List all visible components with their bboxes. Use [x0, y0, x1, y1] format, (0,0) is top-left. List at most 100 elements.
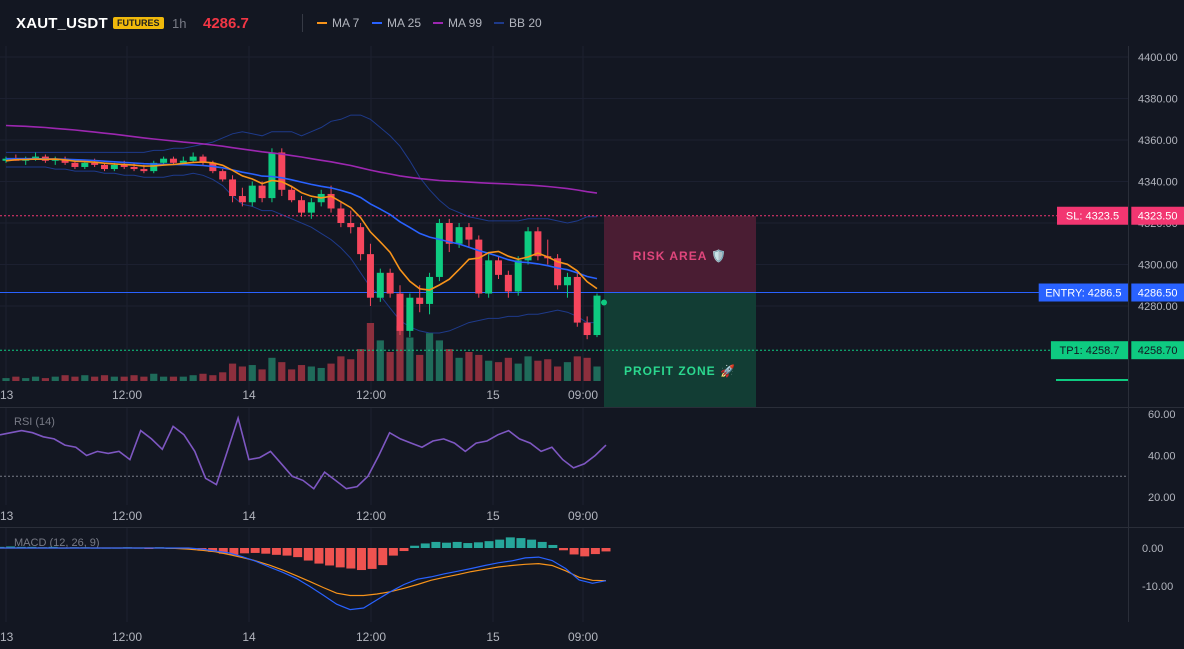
candle-body: [2, 158, 10, 161]
risk-area-zone: [604, 216, 756, 293]
volume-bar: [100, 375, 109, 381]
candle-body: [268, 152, 276, 199]
macd-histogram-bar: [388, 548, 398, 556]
x-tick-label: 13: [0, 388, 14, 402]
sl-price-label: 4323.50: [1138, 211, 1178, 223]
entry-price-label-bg: [1131, 283, 1184, 302]
tp1-price-label-bg: [1131, 341, 1184, 360]
candle-body: [130, 166, 138, 170]
legend-ma25[interactable]: MA 25: [372, 16, 421, 30]
x-tick-label: 12:00: [356, 630, 386, 644]
macd-histogram-bar: [250, 548, 260, 553]
macd-histogram-bar: [495, 539, 505, 548]
volume-bar: [366, 323, 375, 381]
bb-upper-line: [6, 114, 597, 224]
candle-body: [475, 239, 483, 294]
volume-bar: [199, 373, 207, 381]
candle-body: [258, 185, 266, 199]
volume-bar: [150, 373, 158, 381]
volume-bar: [12, 376, 20, 381]
volume-bar: [209, 375, 217, 381]
volume-bar: [228, 363, 237, 381]
macd-histogram-bar: [378, 548, 388, 566]
x-tick-label: 12:00: [112, 630, 142, 644]
volume-bar: [317, 367, 325, 381]
macd-histogram-bar: [410, 545, 420, 548]
macd-histogram-bar: [218, 548, 228, 554]
macd-histogram-bar: [548, 544, 558, 548]
header-divider: [302, 14, 303, 32]
x-tick-label: 09:00: [568, 388, 598, 402]
candle-body: [386, 272, 394, 294]
volume-bar: [475, 354, 483, 381]
macd-tick-label: 0.00: [1142, 543, 1163, 555]
tp1-price-label: 4258.70: [1138, 345, 1178, 357]
candle-body: [120, 164, 128, 167]
volume-bar: [189, 375, 197, 381]
macd-histogram-bar: [558, 548, 568, 551]
volume-bar: [435, 340, 443, 381]
volume-bar: [2, 378, 10, 381]
entry-tag-bg: [1038, 283, 1128, 302]
candle-body: [61, 158, 69, 163]
volume-bar: [160, 376, 168, 381]
candle-body: [110, 164, 118, 170]
volume-bar: [22, 378, 30, 381]
candle-body: [160, 158, 168, 163]
candle-body: [347, 223, 355, 228]
candle-body: [101, 164, 108, 170]
x-tick-label: 15: [486, 509, 500, 523]
volume-bar: [337, 356, 345, 381]
symbol-name[interactable]: XAUT_USDT: [16, 15, 108, 32]
volume-bar: [514, 363, 522, 381]
candle-body: [238, 196, 246, 203]
volume-bar: [455, 357, 463, 381]
rsi-line: [0, 415, 607, 490]
volume-bar: [110, 376, 118, 381]
interval-label[interactable]: 1h: [172, 16, 187, 31]
volume-bar: [593, 366, 601, 381]
y-tick-label: 4380.00: [1138, 94, 1178, 106]
volume-bar: [41, 378, 49, 381]
y-tick-label: 4360.00: [1138, 135, 1178, 147]
volume-bar: [120, 376, 128, 381]
candle-body: [563, 276, 571, 286]
volume-bar: [376, 340, 384, 381]
volume-bar: [288, 369, 296, 381]
candle-body: [554, 258, 562, 286]
candle-body: [366, 254, 374, 298]
macd-histogram-bar: [516, 538, 526, 548]
volume-bar: [583, 357, 591, 381]
legend-ma7-label: MA 7: [332, 16, 360, 30]
candle-body: [298, 200, 305, 213]
x-tick-label: 15: [486, 388, 500, 402]
legend-ma7[interactable]: MA 7: [317, 16, 359, 30]
candle-body: [337, 208, 345, 223]
macd-histogram-bar: [271, 548, 281, 555]
ma99-line: [5, 124, 598, 194]
candle-body: [573, 276, 581, 323]
candle-body: [32, 156, 40, 159]
legend-ma25-label: MA 25: [387, 16, 422, 30]
volume-bar: [71, 376, 79, 381]
macd-line: [0, 547, 607, 611]
macd-histogram-bar: [473, 542, 483, 548]
legend-bb20[interactable]: BB 20: [494, 16, 542, 30]
legend-ma99[interactable]: MA 99: [433, 16, 482, 30]
ma25-line: [6, 157, 598, 280]
volume-bar: [425, 333, 434, 381]
volume-bar: [31, 376, 40, 381]
macd-signal-line: [0, 547, 607, 597]
candle-body: [179, 160, 187, 163]
macd-histogram-bar: [261, 548, 271, 554]
macd-histogram-bar: [356, 548, 366, 571]
x-tick-label: 12:00: [356, 509, 386, 523]
candle-body: [248, 185, 256, 203]
y-tick-label: 4400.00: [1138, 52, 1178, 64]
volume-bar: [130, 375, 138, 381]
candle-body: [307, 202, 315, 213]
x-tick-label: 15: [486, 630, 500, 644]
candle-body: [219, 171, 227, 180]
sl-tag: SL: 4323.5: [1066, 211, 1119, 223]
